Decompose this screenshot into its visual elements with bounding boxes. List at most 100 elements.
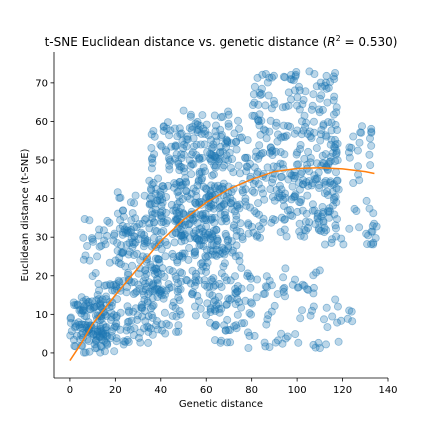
scatter-point (148, 280, 157, 289)
scatter-point (307, 181, 316, 190)
scatter-point (148, 294, 157, 303)
scatter-point (181, 174, 190, 183)
scatter-point (219, 179, 228, 188)
scatter-point (330, 143, 339, 152)
scatter-point (232, 201, 241, 210)
scatter-point (140, 191, 149, 200)
scatter-point (188, 266, 197, 275)
scatter-point (195, 155, 204, 164)
scatter-point (307, 306, 316, 315)
scatter-point (157, 218, 166, 227)
scatter-point (211, 127, 220, 136)
scatter-point (224, 241, 233, 250)
scatter-point (165, 131, 174, 140)
scatter-point (249, 228, 258, 237)
scatter-point (313, 209, 322, 218)
scatter-point (158, 206, 167, 215)
scatter-point (270, 100, 279, 109)
scatter-point (295, 144, 304, 153)
scatter-point (126, 198, 135, 207)
scatter-point (244, 343, 253, 352)
scatter-point (309, 271, 318, 280)
scatter-point (185, 226, 194, 235)
scatter-point (320, 178, 329, 187)
scatter-point (147, 130, 156, 139)
scatter-point (219, 199, 228, 208)
scatter-point (191, 214, 200, 223)
scatter-point (328, 187, 337, 196)
scatter-point (304, 177, 313, 186)
scatter-point (160, 308, 169, 317)
scatter-point (326, 157, 335, 166)
scatter-point (212, 301, 221, 310)
scatter-point (161, 329, 170, 338)
scatter-point (141, 279, 150, 288)
scatter-point (318, 159, 327, 168)
scatter-point (153, 196, 162, 205)
scatter-point (200, 214, 209, 223)
scatter-point (268, 192, 277, 201)
scatter-point (93, 290, 102, 299)
scatter-point (207, 157, 216, 166)
scatter-point (366, 161, 375, 170)
scatter-point (202, 253, 211, 262)
scatter-point (147, 263, 156, 272)
scatter-point (190, 302, 199, 311)
scatter-point (232, 226, 241, 235)
scatter-point (112, 280, 121, 289)
scatter-point (193, 291, 202, 300)
scatter-point (309, 302, 318, 311)
scatter-point (319, 218, 328, 227)
scatter-point (159, 184, 168, 193)
scatter-point (185, 234, 194, 243)
scatter-point (84, 318, 93, 327)
scatter-point (232, 241, 241, 250)
scatter-point (323, 187, 332, 196)
scatter-point (268, 146, 277, 155)
scatter-point (152, 284, 161, 293)
scatter-point (300, 225, 309, 234)
scatter-point (249, 90, 258, 99)
scatter-point (143, 255, 152, 264)
scatter-point (233, 116, 242, 125)
scatter-point (236, 227, 245, 236)
scatter-point (150, 150, 159, 159)
scatter-point (333, 156, 342, 165)
scatter-point (241, 153, 250, 162)
scatter-point (295, 219, 304, 228)
scatter-point (177, 154, 186, 163)
scatter-point (282, 232, 291, 241)
scatter-point (167, 283, 176, 292)
scatter-point (321, 180, 330, 189)
scatter-point (144, 312, 153, 321)
scatter-point (80, 311, 89, 320)
scatter-point (187, 289, 196, 298)
scatter-point (326, 177, 335, 186)
scatter-point (296, 314, 305, 323)
scatter-point (151, 189, 160, 198)
scatter-point (293, 283, 302, 292)
scatter-point (259, 218, 268, 227)
scatter-point (332, 198, 341, 207)
scatter-point (190, 276, 199, 285)
scatter-point (143, 238, 152, 247)
scatter-point (92, 296, 101, 305)
scatter-point (186, 279, 195, 288)
scatter-point (82, 295, 91, 304)
scatter-point (121, 262, 130, 271)
scatter-point (231, 137, 240, 146)
scatter-point (296, 231, 305, 240)
scatter-point (174, 321, 183, 330)
title-r2-value: = 0.530) (341, 35, 398, 49)
scatter-point (243, 269, 252, 278)
scatter-point (85, 256, 94, 265)
scatter-point (186, 112, 195, 121)
scatter-point (96, 324, 105, 333)
scatter-point (315, 344, 324, 353)
scatter-point (148, 158, 157, 167)
scatter-point (265, 276, 274, 285)
scatter-point (123, 283, 132, 292)
scatter-point (198, 211, 207, 220)
scatter-point (279, 201, 288, 210)
scatter-point (294, 338, 303, 347)
